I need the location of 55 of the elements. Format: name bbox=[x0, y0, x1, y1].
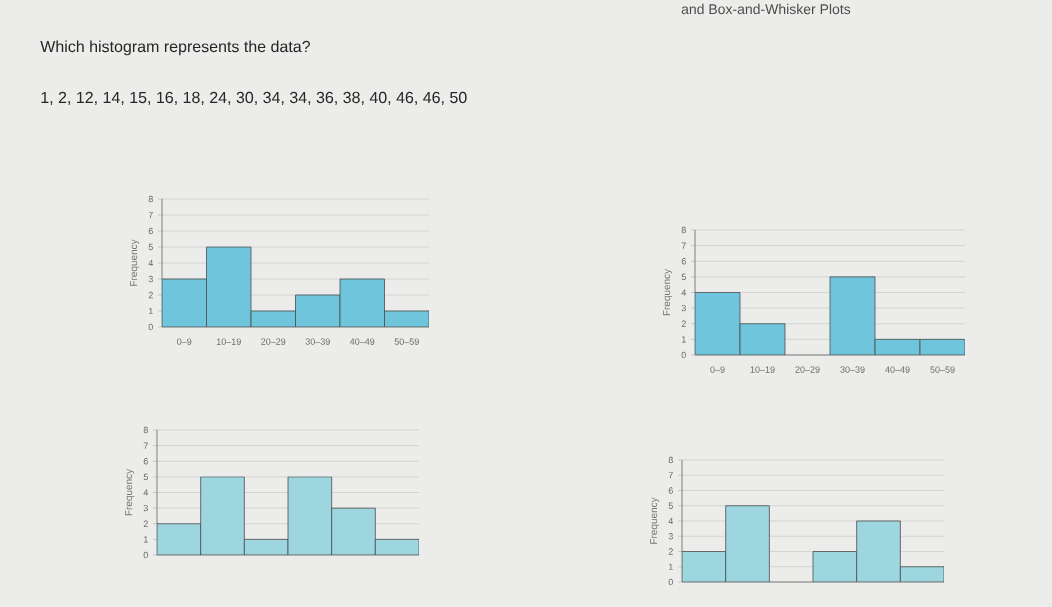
y-tick-label: 6 bbox=[668, 487, 673, 494]
y-tick-label: 7 bbox=[143, 442, 148, 449]
x-tick-label: 30–39 bbox=[305, 338, 330, 345]
x-tick-label: 40–49 bbox=[349, 338, 375, 345]
y-tick-label: 2 bbox=[143, 520, 148, 527]
y-tick-label: 1 bbox=[143, 536, 148, 543]
text: 1, 2, 12, 14, 15, 16, 18, 24, 30, 34, 34, 36, 38, 40, 46, 46, 50 bbox=[41, 91, 467, 106]
y-tick-label: 8 bbox=[143, 426, 148, 434]
y-tick-label: 4 bbox=[143, 489, 149, 496]
y-tick-label: 5 bbox=[668, 502, 673, 509]
y-tick-label: 3 bbox=[143, 504, 148, 512]
y-axis-title: Frequency bbox=[663, 268, 673, 316]
y-tick-label: 1 bbox=[681, 336, 686, 343]
y-tick-label: 2 bbox=[681, 320, 686, 327]
text: Which histogram represents the data? bbox=[40, 40, 310, 56]
y-tick-label: 8 bbox=[681, 226, 686, 234]
y-tick-label: 0 bbox=[668, 578, 673, 586]
y-tick-label: 2 bbox=[148, 291, 153, 299]
y-tick-label: 5 bbox=[148, 243, 153, 251]
x-tick-label: 0–9 bbox=[177, 338, 192, 345]
x-tick-label: 20–29 bbox=[261, 338, 286, 345]
y-tick-label: 3 bbox=[681, 304, 686, 312]
y-tick-label: 4 bbox=[148, 259, 154, 267]
y-tick-label: 8 bbox=[148, 195, 153, 203]
y-tick-label: 0 bbox=[681, 351, 686, 359]
y-tick-label: 7 bbox=[148, 211, 153, 219]
y-tick-label: 6 bbox=[143, 458, 148, 465]
y-axis-title: Frequency bbox=[650, 497, 660, 544]
x-tick-label: 40–49 bbox=[885, 366, 910, 373]
y-axis-title: Frequency bbox=[125, 468, 135, 516]
y-tick-label: 1 bbox=[668, 563, 673, 570]
y-tick-label: 2 bbox=[668, 548, 673, 555]
y-tick-label: 8 bbox=[668, 456, 673, 464]
x-tick-label: 10–19 bbox=[750, 366, 775, 373]
text: and Box-and-Whisker Plots bbox=[681, 3, 851, 15]
x-tick-label: 30–39 bbox=[840, 366, 865, 373]
y-tick-label: 1 bbox=[148, 307, 153, 315]
y-tick-label: 0 bbox=[148, 323, 153, 331]
x-tick-label: 0–9 bbox=[710, 366, 725, 373]
y-tick-label: 6 bbox=[681, 258, 686, 265]
y-tick-label: 4 bbox=[681, 289, 687, 296]
x-tick-label: 10–19 bbox=[216, 338, 241, 345]
y-tick-label: 7 bbox=[668, 472, 673, 479]
y-tick-label: 7 bbox=[681, 242, 686, 249]
y-tick-label: 3 bbox=[148, 275, 153, 283]
y-tick-label: 4 bbox=[668, 517, 674, 525]
y-axis-title: Frequency bbox=[130, 239, 140, 286]
y-tick-label: 0 bbox=[143, 551, 148, 559]
x-tick-label: 50–59 bbox=[394, 338, 419, 345]
y-tick-label: 3 bbox=[668, 533, 673, 540]
x-tick-label: 50–59 bbox=[930, 366, 955, 373]
y-tick-label: 5 bbox=[681, 273, 686, 281]
y-tick-label: 6 bbox=[148, 227, 153, 235]
y-tick-label: 5 bbox=[143, 473, 148, 481]
x-tick-label: 20–29 bbox=[795, 366, 820, 373]
